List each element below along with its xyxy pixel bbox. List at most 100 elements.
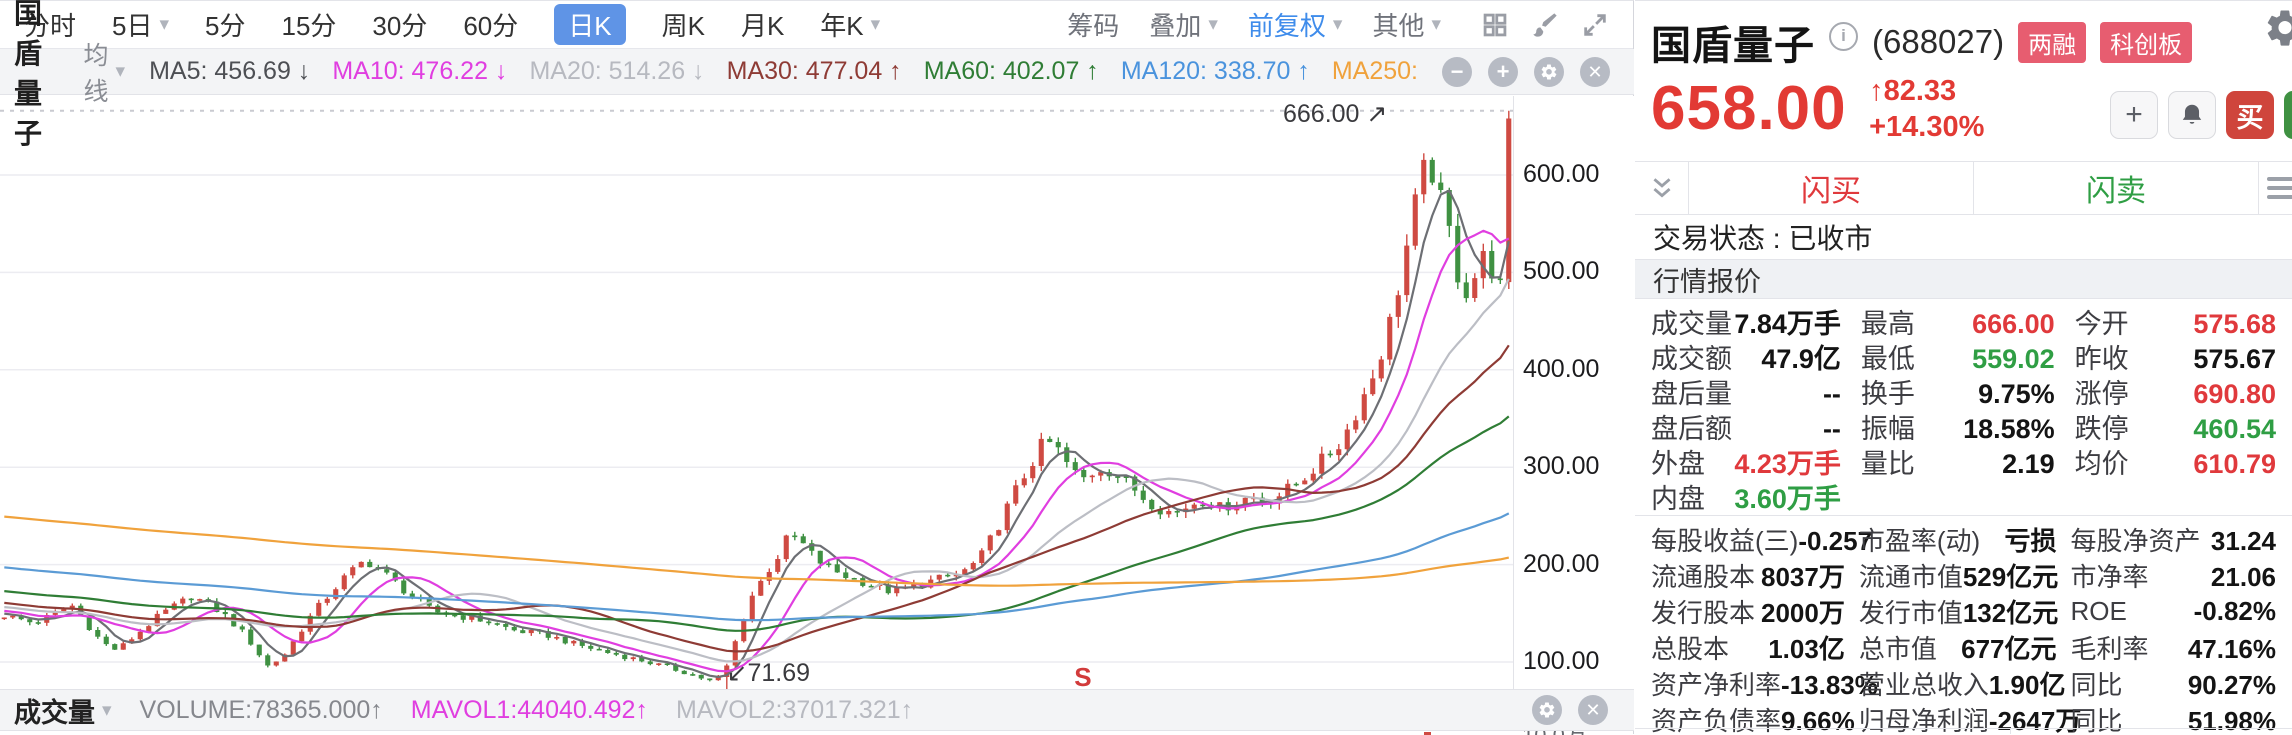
period-tab-5分[interactable]: 5分 [205, 6, 245, 43]
fin-label: 归母净利润 [1858, 706, 1989, 734]
buy-button[interactable]: 买 [2226, 91, 2274, 139]
quote-label: 最低 [1860, 344, 1915, 374]
ma-value-6: MA250: [1331, 57, 1418, 85]
fin-cell: 每股收益(三) -0.257 [1651, 521, 1872, 558]
period-tab-15分[interactable]: 15分 [282, 6, 337, 43]
split-marker: S [1074, 662, 1092, 692]
period-tab-分时[interactable]: 分时 [24, 6, 76, 43]
trading-status: 交易状态 : 已收市 [1653, 223, 1873, 254]
period-tab-日K[interactable]: 日K [554, 4, 626, 45]
period-label: 15分 [281, 11, 337, 41]
period-tab-30分[interactable]: 30分 [372, 6, 427, 43]
fin-cell: 营业总收入 1.90亿 [1859, 665, 2066, 702]
close-icon[interactable]: ✕ [1578, 695, 1608, 725]
ma-value-5: MA120: 338.70 ↑ [1120, 57, 1310, 85]
fin-label: 总股本 [1651, 634, 1730, 664]
settings-icon[interactable] [2264, 7, 2292, 54]
fin-value: 1.03亿 [1768, 634, 1845, 664]
fullscreen-icon[interactable] [1581, 11, 1609, 39]
alert-button[interactable] [2168, 91, 2216, 139]
add-to-watchlist-button[interactable]: + [2110, 91, 2158, 139]
period-tab-周K[interactable]: 周K [662, 6, 705, 43]
arrow-down-left-icon: ↙ [726, 659, 748, 687]
quote-cell: 均价 610.79 [2075, 442, 2276, 481]
zoom-out-icon[interactable]: − [1442, 56, 1472, 87]
ma-selector-label: 均线 [83, 41, 109, 106]
tool-其他[interactable]: 其他 ▾ [1372, 6, 1441, 43]
quote-label: 跌停 [2074, 414, 2129, 444]
info-icon[interactable]: i [1829, 21, 1858, 51]
period-tab-60分[interactable]: 60分 [463, 6, 518, 43]
low-annotation: ↙71.69 [727, 658, 811, 688]
quote-row: 外盘 4.23万手 量比 2.19 均价 610.79 [1651, 442, 2276, 479]
tool-叠加[interactable]: 叠加 ▾ [1149, 6, 1218, 43]
chart-toolbar: 分时 5日 ▾ 5分 15分 30分 60分 日K 周K 月K 年K ▾ 筹码 叠加 ▾ 前复权 ▾ 其他 ▾ [0, 1, 1633, 49]
fin-label: 市盈率(动) [1858, 526, 1981, 556]
quote-cell: 最高 666.00 [1861, 302, 2055, 341]
period-tab-5日[interactable]: 5日 ▾ [112, 6, 169, 43]
flash-sell-button[interactable]: 闪卖 [2086, 175, 2146, 208]
quote-cell: 涨停 690.80 [2075, 372, 2276, 411]
high-annotation: 666.00 ↗ [1283, 99, 1387, 129]
quote-value: -- [1822, 379, 1841, 409]
high-annotation-text: 666.00 [1283, 99, 1360, 128]
menu-icon[interactable] [2258, 162, 2292, 214]
quote-row: 成交量 7.84万手 最高 666.00 今开 575.68 [1651, 302, 2276, 339]
candlestick-chart[interactable] [0, 96, 1513, 690]
chart-panel: 分时 5日 ▾ 5分 15分 30分 60分 日K 周K 月K 年K ▾ 筹码 叠加 ▾ 前复权 ▾ 其他 ▾ 国… [0, 0, 1634, 735]
settings-icon[interactable] [1534, 56, 1564, 87]
volume-title: 成交量 [14, 697, 95, 728]
quote-value: 575.68 [2193, 309, 2276, 339]
ma-header-bar: 国盾量子 均线 ▾ MA5: 456.69 ↓ MA10: 476.22 ↓ MA2… [0, 0, 1634, 149]
fin-value: 8037万 [1760, 562, 1845, 592]
stock-name: 国盾量子 [1651, 24, 1815, 68]
volume-value-1: MAVOL1:44040.492↑ [410, 695, 648, 724]
quote-value: 460.54 [2193, 414, 2276, 444]
sell-button[interactable]: 卖 [2284, 91, 2292, 139]
quote-cell: 内盘 3.60万手 [1651, 477, 1841, 516]
price-axis-label: 100.00 [1523, 647, 1600, 675]
fin-label: ROE [2070, 596, 2127, 626]
layout-grid-icon[interactable] [1481, 11, 1509, 39]
flash-buy-button[interactable]: 闪买 [1689, 162, 1974, 214]
period-tab-年K[interactable]: 年K ▾ [820, 6, 880, 43]
fin-cell: 同比 51.98% [2071, 701, 2276, 734]
fin-row: 流通股本 8037万 流通市值 529亿元 市净率 21.06 [1651, 557, 2276, 593]
ma-value-3: MA30: 477.04 ↑ [726, 57, 902, 85]
quote-label: 盘后额 [1651, 414, 1732, 444]
quote-value: 690.80 [2193, 379, 2276, 409]
chevron-down-icon: ▾ [1208, 14, 1218, 35]
tool-前复权[interactable]: 前复权 ▾ [1248, 6, 1343, 43]
price-axis: 600.00 500.00 400.00 300.00 200.00 100.00 [1513, 96, 1634, 690]
period-label: 5分 [205, 11, 246, 41]
fin-value: 2000万 [1760, 598, 1845, 628]
fin-label: 市净率 [2070, 562, 2149, 592]
plot-bottom-border [0, 689, 1634, 690]
expand-quotes-button[interactable] [1635, 162, 1689, 214]
quote-value: 4.23万手 [1734, 449, 1841, 479]
quote-label: 最高 [1860, 309, 1915, 339]
tool-筹码[interactable]: 筹码 [1067, 6, 1119, 43]
fin-cell: 市净率 21.06 [2071, 557, 2276, 594]
quote-value: 610.79 [2193, 449, 2276, 479]
zoom-in-icon[interactable]: + [1488, 56, 1518, 87]
settings-icon[interactable] [1532, 695, 1562, 725]
quote-label: 内盘 [1651, 484, 1705, 514]
quote-cell: 换手 9.75% [1861, 372, 2055, 411]
chevron-down-icon: ▾ [102, 699, 112, 721]
volume-value-0: VOLUME:78365.000↑ [139, 695, 383, 724]
period-tab-月K[interactable]: 月K [741, 6, 784, 43]
brush-icon[interactable] [1531, 11, 1559, 39]
close-icon[interactable]: ✕ [1580, 56, 1610, 87]
arrow-up-icon: ↑ [1869, 75, 1884, 107]
volume-indicator-selector[interactable]: 成交量 ▾ [14, 691, 112, 730]
ma-value-1: MA10: 476.22 ↓ [332, 57, 508, 85]
fin-row: 总股本 1.03亿 总市值 677亿元 毛利率 47.16% [1651, 629, 2276, 665]
fin-row: 资产净利率 -13.83% 营业总收入 1.90亿 同比 90.27% [1651, 665, 2276, 701]
quote-cell: 盘后额 -- [1651, 407, 1841, 446]
price-change-block: ↑82.33 +14.30% [1869, 73, 1984, 146]
quote-label: 盘后量 [1651, 379, 1732, 409]
quote-value: 575.67 [2193, 344, 2276, 374]
price-axis-label: 500.00 [1523, 257, 1600, 286]
ma-selector[interactable]: 均线 ▾ [84, 36, 126, 108]
